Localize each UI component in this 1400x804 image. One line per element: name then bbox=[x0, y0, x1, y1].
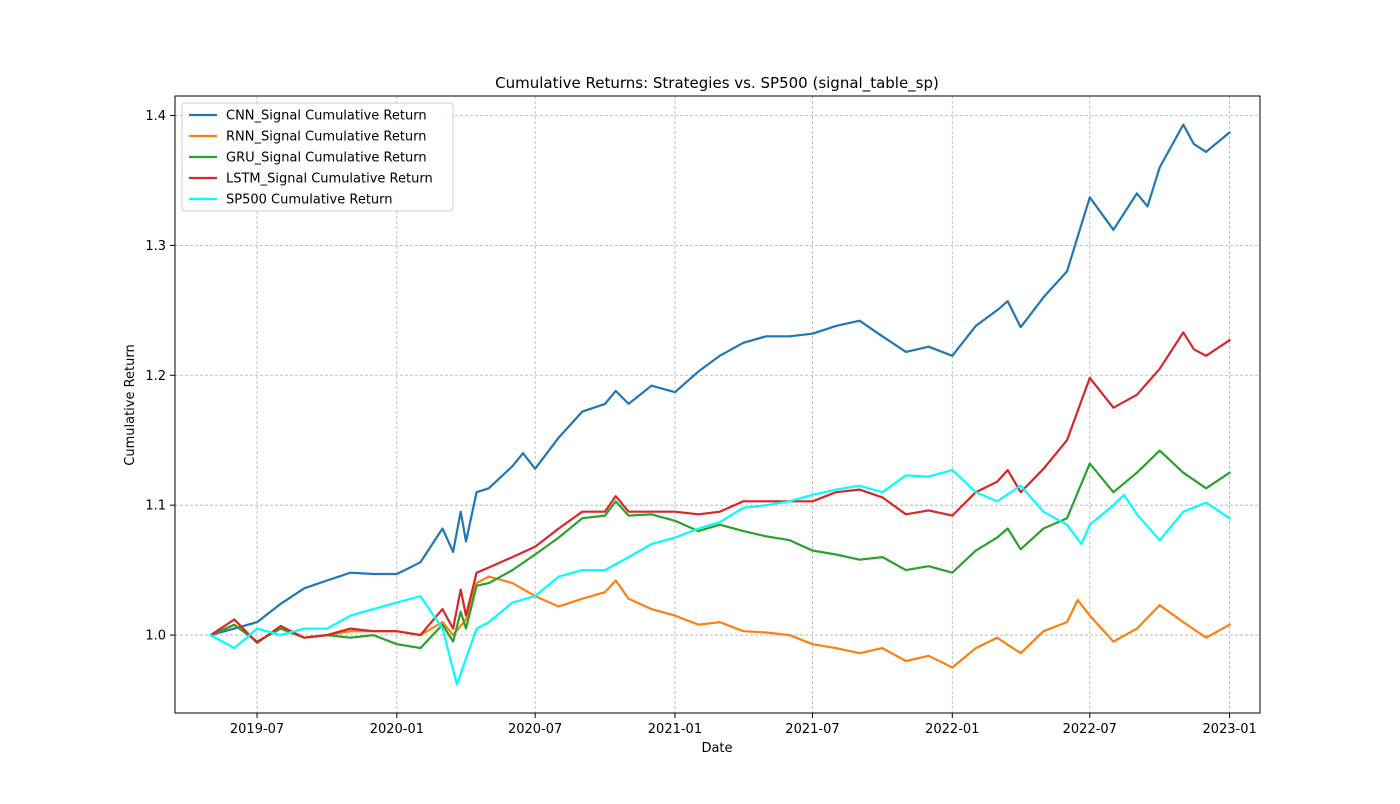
x-tick-label: 2020-01 bbox=[370, 722, 424, 737]
y-axis-label: Cumulative Return bbox=[123, 344, 138, 465]
legend-label: GRU_Signal Cumulative Return bbox=[226, 151, 427, 166]
x-tick-label: 2023-01 bbox=[1202, 722, 1256, 737]
x-tick-label: 2021-07 bbox=[785, 722, 839, 737]
plot-area-frame bbox=[174, 95, 1261, 714]
y-tick-label: 1.1 bbox=[145, 499, 166, 514]
series-line-5 bbox=[209, 469, 1231, 686]
legend-label: CNN_Signal Cumulative Return bbox=[226, 109, 427, 124]
y-tick-label: 1.3 bbox=[145, 239, 166, 254]
legend: CNN_Signal Cumulative Return RNN_Signal C… bbox=[181, 102, 454, 212]
legend-label: SP500 Cumulative Return bbox=[226, 193, 393, 208]
legend-label: RNN_Signal Cumulative Return bbox=[226, 130, 427, 145]
legend-box bbox=[181, 102, 454, 212]
x-tick-label: 2022-07 bbox=[1063, 722, 1117, 737]
series-line-3 bbox=[209, 449, 1231, 650]
y-tick-label: 1.4 bbox=[145, 109, 166, 124]
x-tick-label: 2022-01 bbox=[925, 722, 979, 737]
series-lines bbox=[209, 123, 1231, 686]
series-line-1 bbox=[209, 123, 1231, 637]
axis-ticks: 2019-07 2020-01 2020-07 2021-01 2021-07 2022-… bbox=[145, 109, 1256, 737]
x-axis-label: Date bbox=[701, 741, 732, 756]
y-tick-label: 1.0 bbox=[145, 629, 166, 644]
legend-label: LSTM_Signal Cumulative Return bbox=[226, 172, 433, 187]
x-tick-label: 2019-07 bbox=[230, 722, 284, 737]
chart-title: Cumulative Returns: Strategies vs. SP500… bbox=[495, 74, 939, 93]
x-tick-label: 2020-07 bbox=[508, 722, 562, 737]
series-line-4 bbox=[209, 331, 1231, 645]
x-tick-label: 2021-01 bbox=[648, 722, 702, 737]
y-tick-label: 1.2 bbox=[145, 369, 166, 384]
